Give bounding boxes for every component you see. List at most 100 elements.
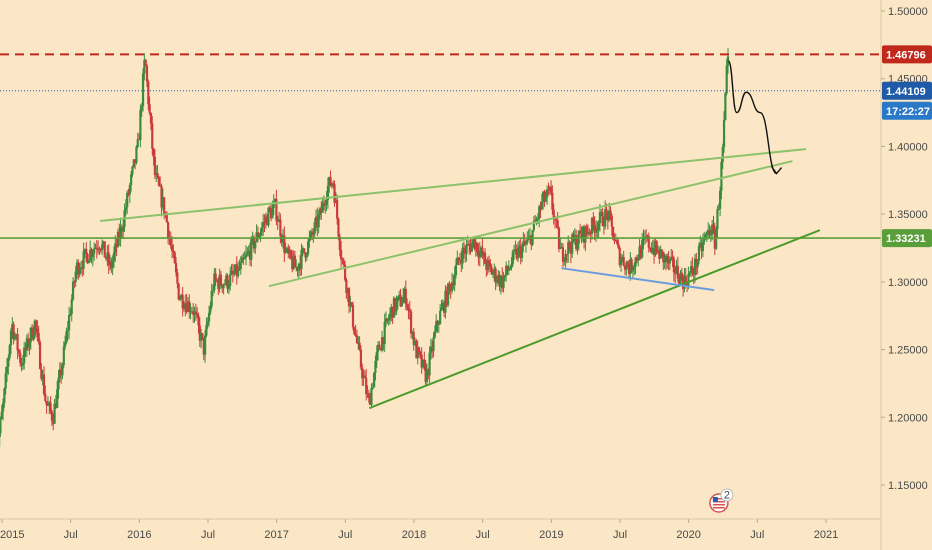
candle-body xyxy=(215,279,219,281)
price-tag-dotted[interactable]: 1.44109 xyxy=(882,81,932,100)
y-tick-label: 1.50000 xyxy=(888,6,928,18)
candle-body xyxy=(69,314,72,316)
candle-body xyxy=(334,199,337,203)
price-tag-solid[interactable]: 1.33231 xyxy=(882,229,932,248)
candle-body xyxy=(600,212,603,214)
candle-body xyxy=(305,254,308,258)
candle-body xyxy=(439,310,442,324)
candle-body xyxy=(174,263,178,273)
plot-area[interactable]: 2 xyxy=(0,48,881,513)
arrow-head-icon xyxy=(770,166,783,175)
candle-body xyxy=(726,56,730,66)
candle-body xyxy=(618,247,621,266)
candle-body xyxy=(240,257,244,263)
candle-body xyxy=(542,191,545,202)
candle-body xyxy=(62,346,65,366)
candle-body xyxy=(347,288,351,307)
candle-body xyxy=(209,306,212,313)
candle-body xyxy=(34,320,38,329)
projection-path[interactable] xyxy=(727,60,778,175)
candle-body xyxy=(83,248,87,252)
candle-body xyxy=(318,208,322,216)
candle-body xyxy=(75,262,79,272)
candle-body xyxy=(310,231,314,235)
event-count: 2 xyxy=(724,490,730,502)
candle-body xyxy=(641,240,644,258)
candle-body xyxy=(7,357,10,367)
trendline-neckline[interactable] xyxy=(561,267,715,291)
candle-body xyxy=(464,250,467,254)
candle-body xyxy=(207,312,211,322)
candle-body xyxy=(502,276,505,289)
trendline-rising-support[interactable] xyxy=(369,229,821,409)
candle-body xyxy=(333,184,336,203)
candle-body xyxy=(124,207,127,211)
candle-body xyxy=(692,272,695,276)
trendline-upper-channel[interactable] xyxy=(99,148,807,222)
candle-body xyxy=(108,261,112,265)
candle-body xyxy=(712,224,715,231)
candle-body xyxy=(564,253,567,261)
candle-body xyxy=(149,112,153,124)
candle-body xyxy=(551,192,554,210)
candle-body xyxy=(391,306,394,318)
candle-body xyxy=(58,369,61,379)
candle-body xyxy=(223,283,227,285)
candle-body xyxy=(384,318,388,322)
candle-body xyxy=(20,362,23,366)
candle-body xyxy=(8,345,11,358)
candle-body xyxy=(321,202,324,213)
candle-body xyxy=(31,327,34,340)
candle-body xyxy=(667,256,670,264)
candle-body xyxy=(725,65,728,94)
price-axis[interactable]: 1.500001.450001.400001.350001.300001.250… xyxy=(881,6,928,492)
candle-body xyxy=(436,321,439,325)
candle-body xyxy=(596,228,599,231)
candle-body xyxy=(341,259,344,261)
candle-body xyxy=(601,212,604,226)
candle-body xyxy=(532,220,536,231)
candle-body xyxy=(263,222,266,224)
candle-body xyxy=(177,283,180,300)
candle-body xyxy=(524,242,528,245)
trendline-middle-channel[interactable] xyxy=(268,160,793,287)
candle-body xyxy=(625,262,628,270)
candle-body xyxy=(522,241,525,247)
candle-body xyxy=(27,338,30,348)
candle-body xyxy=(267,207,270,226)
candle-body xyxy=(250,238,253,260)
candle-body xyxy=(400,303,403,307)
candle-body xyxy=(5,366,9,374)
candle-body xyxy=(79,267,83,270)
candle-body xyxy=(404,288,407,305)
candle-body xyxy=(593,224,596,233)
candle-body xyxy=(388,313,392,320)
candle-body xyxy=(671,256,674,259)
candle-body xyxy=(680,272,683,278)
candle-body xyxy=(161,197,164,208)
candle-body xyxy=(568,242,571,249)
candle-body xyxy=(705,231,708,235)
candle-body xyxy=(283,235,286,253)
candle-body xyxy=(87,260,90,264)
candle-body xyxy=(649,247,652,250)
candle-body xyxy=(9,330,13,346)
price-tag-dashed[interactable]: 1.46796 xyxy=(882,45,932,64)
candle-body xyxy=(126,192,129,208)
candle-body xyxy=(362,375,365,379)
time-axis[interactable]: 2015 Jul 2016 Jul 2017 Jul 2018 Jul 2019 Jul 2020 J… xyxy=(0,519,838,541)
candle-body xyxy=(89,249,92,261)
candle-body xyxy=(378,344,381,349)
candle-body xyxy=(361,367,364,379)
candle-body xyxy=(699,243,702,246)
candle-body xyxy=(99,248,102,251)
candle-body xyxy=(238,266,241,270)
economic-event-marker[interactable]: 2 xyxy=(709,488,734,513)
candle-body xyxy=(296,267,299,271)
candle-body xyxy=(458,259,462,261)
candle-body xyxy=(227,285,230,289)
candle-body xyxy=(656,249,660,253)
candle-body xyxy=(337,218,340,237)
